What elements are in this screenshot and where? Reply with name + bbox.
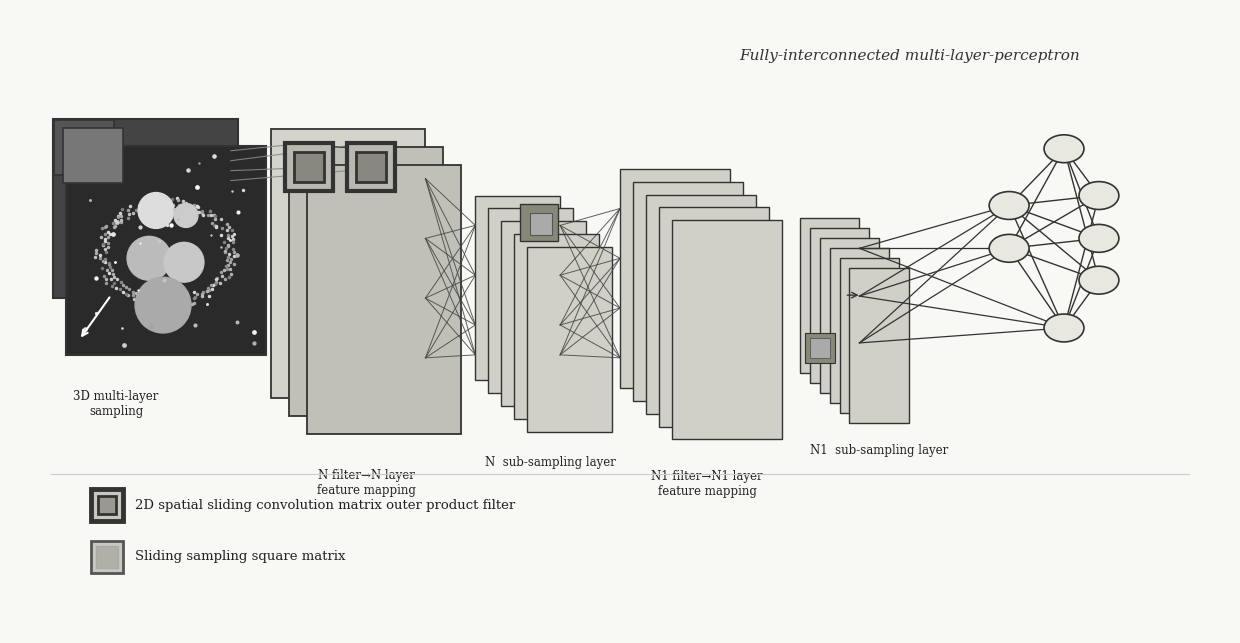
Text: N  sub-sampling layer: N sub-sampling layer <box>485 457 615 469</box>
Bar <box>515 235 599 419</box>
Text: N1 filter→N1 layer
feature mapping: N1 filter→N1 layer feature mapping <box>651 470 763 498</box>
Ellipse shape <box>990 235 1029 262</box>
Bar <box>53 119 238 298</box>
Ellipse shape <box>1079 224 1118 252</box>
Circle shape <box>174 204 198 228</box>
Bar <box>521 204 558 241</box>
Bar <box>489 208 573 393</box>
Bar <box>92 541 123 573</box>
Bar <box>98 496 117 514</box>
Bar <box>501 221 587 406</box>
Bar <box>810 338 830 358</box>
Bar <box>646 195 755 413</box>
Bar <box>672 221 781 439</box>
Bar <box>306 165 461 433</box>
Bar <box>620 168 730 388</box>
Bar <box>294 152 324 181</box>
Ellipse shape <box>990 192 1029 219</box>
Bar <box>805 333 835 363</box>
Bar <box>531 213 552 235</box>
Ellipse shape <box>1044 135 1084 163</box>
Bar <box>527 248 613 431</box>
Bar <box>55 120 114 175</box>
Bar <box>839 258 899 413</box>
Circle shape <box>138 192 174 228</box>
Bar <box>632 181 743 401</box>
Bar <box>289 147 444 415</box>
Bar <box>285 143 332 190</box>
Text: N filter→N layer
feature mapping: N filter→N layer feature mapping <box>316 469 415 497</box>
Bar <box>63 128 123 183</box>
Text: Sliding sampling square matrix: Sliding sampling square matrix <box>135 550 346 563</box>
Bar <box>849 268 909 422</box>
Ellipse shape <box>1079 266 1118 294</box>
Bar <box>356 152 386 181</box>
Bar <box>270 129 425 397</box>
Bar <box>810 228 869 383</box>
Bar <box>347 143 394 190</box>
Bar <box>800 219 859 373</box>
Circle shape <box>128 237 171 280</box>
Bar <box>92 489 123 521</box>
Bar <box>97 546 118 568</box>
Text: 2D spatial sliding convolution matrix outer product filter: 2D spatial sliding convolution matrix ou… <box>135 499 516 512</box>
Circle shape <box>135 277 191 333</box>
Bar <box>830 248 889 403</box>
Text: Fully-interconnected multi-layer-perceptron: Fully-interconnected multi-layer-percept… <box>739 49 1080 63</box>
Text: N1  sub-sampling layer: N1 sub-sampling layer <box>810 444 949 457</box>
Text: 3D multi-layer
sampling: 3D multi-layer sampling <box>73 390 159 418</box>
Bar <box>820 239 879 393</box>
Ellipse shape <box>1079 181 1118 210</box>
Bar <box>66 146 265 355</box>
Ellipse shape <box>1044 314 1084 342</box>
Bar <box>658 208 769 426</box>
Circle shape <box>164 242 203 282</box>
Bar <box>475 195 560 380</box>
Bar <box>67 147 265 354</box>
